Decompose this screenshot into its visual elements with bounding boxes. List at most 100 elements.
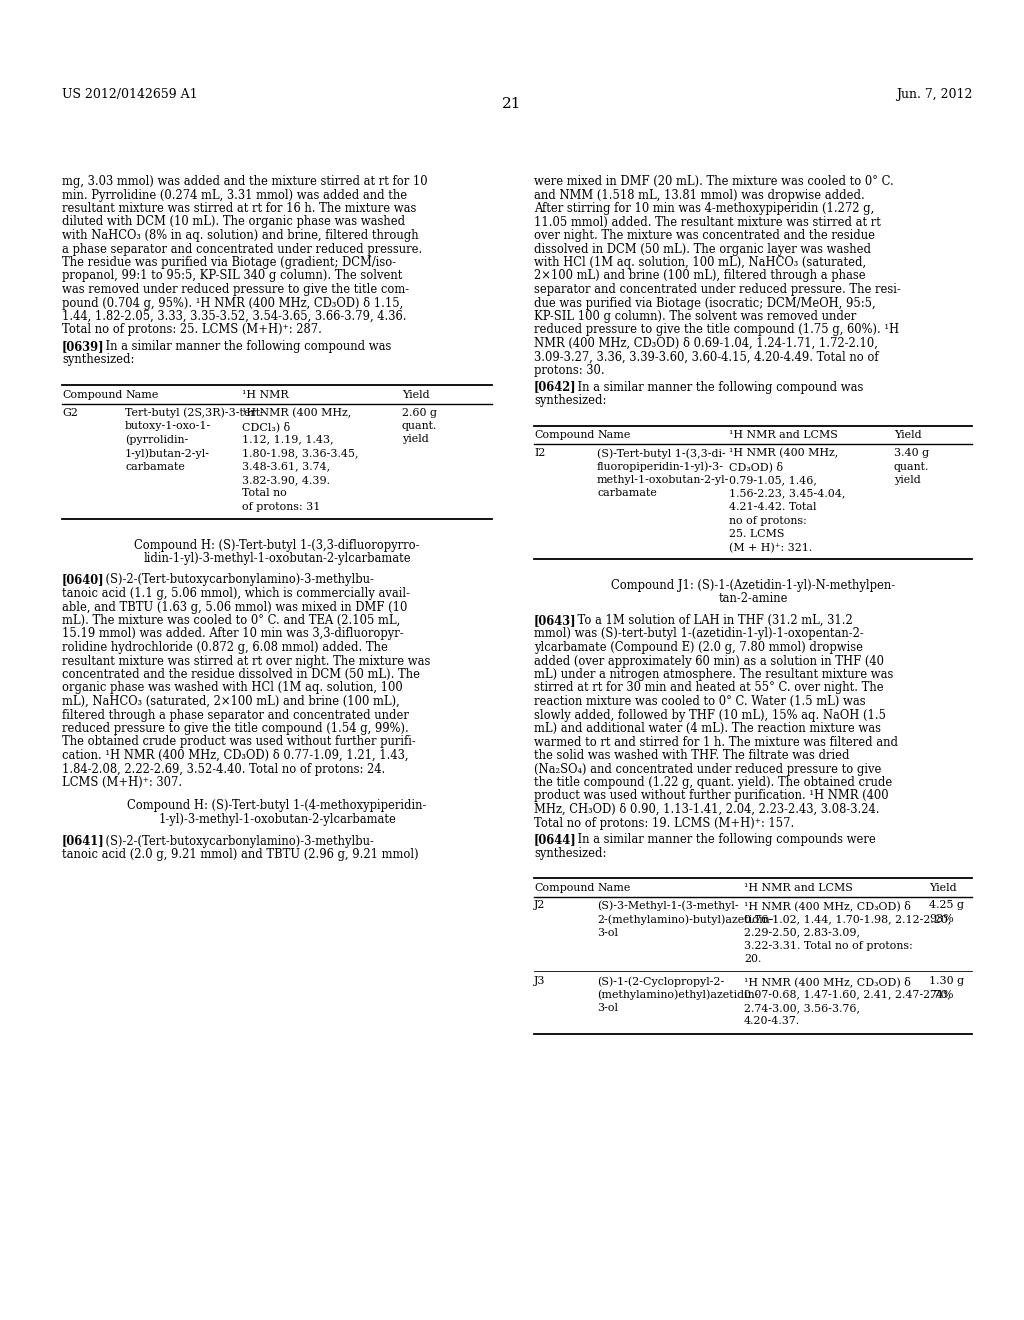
Text: was removed under reduced pressure to give the title com-: was removed under reduced pressure to gi… — [62, 282, 410, 296]
Text: a phase separator and concentrated under reduced pressure.: a phase separator and concentrated under… — [62, 243, 422, 256]
Text: Yield: Yield — [929, 883, 956, 894]
Text: warmed to rt and stirred for 1 h. The mixture was filtered and: warmed to rt and stirred for 1 h. The mi… — [534, 735, 898, 748]
Text: 2.74-3.00, 3.56-3.76,: 2.74-3.00, 3.56-3.76, — [744, 1003, 860, 1012]
Text: [0643]: [0643] — [534, 614, 577, 627]
Text: Compound H: (S)-Tert-butyl 1-(3,3-difluoropyrro-: Compound H: (S)-Tert-butyl 1-(3,3-difluo… — [134, 539, 420, 552]
Text: over night. The mixture was concentrated and the residue: over night. The mixture was concentrated… — [534, 228, 874, 242]
Text: ¹H NMR and LCMS: ¹H NMR and LCMS — [744, 883, 853, 894]
Text: 74%: 74% — [929, 990, 953, 999]
Text: 3.48-3.61, 3.74,: 3.48-3.61, 3.74, — [242, 462, 330, 471]
Text: stirred at rt for 30 min and heated at 55° C. over night. The: stirred at rt for 30 min and heated at 5… — [534, 681, 884, 694]
Text: 0.76-1.02, 1.44, 1.70-1.98, 2.12-2.20,: 0.76-1.02, 1.44, 1.70-1.98, 2.12-2.20, — [744, 913, 951, 924]
Text: (S)-Tert-butyl 1-(3,3-di-: (S)-Tert-butyl 1-(3,3-di- — [597, 447, 726, 458]
Text: 3.09-3.27, 3.36, 3.39-3.60, 3.60-4.15, 4.20-4.49. Total no of: 3.09-3.27, 3.36, 3.39-3.60, 3.60-4.15, 4… — [534, 351, 879, 363]
Text: ¹H NMR (400 MHz, CD₃OD) δ: ¹H NMR (400 MHz, CD₃OD) δ — [744, 900, 911, 911]
Text: Total no: Total no — [242, 488, 287, 499]
Text: 11.05 mmol) added. The resultant mixture was stirred at rt: 11.05 mmol) added. The resultant mixture… — [534, 215, 881, 228]
Text: no of protons:: no of protons: — [729, 516, 807, 525]
Text: 1.44, 1.82-2.05, 3.33, 3.35-3.52, 3.54-3.65, 3.66-3.79, 4.36.: 1.44, 1.82-2.05, 3.33, 3.35-3.52, 3.54-3… — [62, 310, 407, 323]
Text: [0642]: [0642] — [534, 380, 577, 393]
Text: In a similar manner the following compounds were: In a similar manner the following compou… — [563, 833, 876, 846]
Text: propanol, 99:1 to 95:5, KP-SIL 340 g column). The solvent: propanol, 99:1 to 95:5, KP-SIL 340 g col… — [62, 269, 402, 282]
Text: G2: G2 — [62, 408, 78, 417]
Text: Total no of protons: 19. LCMS (M+H)⁺: 157.: Total no of protons: 19. LCMS (M+H)⁺: 15… — [534, 817, 795, 829]
Text: 4.20-4.37.: 4.20-4.37. — [744, 1016, 800, 1027]
Text: 4.25 g: 4.25 g — [929, 900, 964, 911]
Text: mmol) was (S)-tert-butyl 1-(azetidin-1-yl)-1-oxopentan-2-: mmol) was (S)-tert-butyl 1-(azetidin-1-y… — [534, 627, 864, 640]
Text: due was purified via Biotage (isocratic; DCM/MeOH, 95:5,: due was purified via Biotage (isocratic;… — [534, 297, 876, 309]
Text: J2: J2 — [534, 900, 546, 911]
Text: 1.80-1.98, 3.36-3.45,: 1.80-1.98, 3.36-3.45, — [242, 447, 358, 458]
Text: 25. LCMS: 25. LCMS — [729, 529, 784, 539]
Text: 0.79-1.05, 1.46,: 0.79-1.05, 1.46, — [729, 475, 817, 484]
Text: 3.22-3.31. Total no of protons:: 3.22-3.31. Total no of protons: — [744, 941, 912, 950]
Text: cation. ¹H NMR (400 MHz, CD₃OD) δ 0.77-1.09, 1.21, 1.43,: cation. ¹H NMR (400 MHz, CD₃OD) δ 0.77-1… — [62, 748, 409, 762]
Text: (M + H)⁺: 321.: (M + H)⁺: 321. — [729, 543, 812, 553]
Text: 1.12, 1.19, 1.43,: 1.12, 1.19, 1.43, — [242, 434, 334, 445]
Text: tanoic acid (2.0 g, 9.21 mmol) and TBTU (2.96 g, 9.21 mmol): tanoic acid (2.0 g, 9.21 mmol) and TBTU … — [62, 847, 419, 861]
Text: methyl-1-oxobutan-2-yl-: methyl-1-oxobutan-2-yl- — [597, 475, 729, 484]
Text: 2.29-2.50, 2.83-3.09,: 2.29-2.50, 2.83-3.09, — [744, 928, 860, 937]
Text: (S)-1-(2-Cyclopropyl-2-: (S)-1-(2-Cyclopropyl-2- — [597, 975, 724, 986]
Text: reduced pressure to give the title compound (1.75 g, 60%). ¹H: reduced pressure to give the title compo… — [534, 323, 899, 337]
Text: (S)-2-(Tert-butoxycarbonylamino)-3-methylbu-: (S)-2-(Tert-butoxycarbonylamino)-3-methy… — [91, 573, 374, 586]
Text: Total no of protons: 25. LCMS (M+H)⁺: 287.: Total no of protons: 25. LCMS (M+H)⁺: 28… — [62, 323, 322, 337]
Text: filtered through a phase separator and concentrated under: filtered through a phase separator and c… — [62, 709, 409, 722]
Text: synthesized:: synthesized: — [534, 846, 606, 859]
Text: mL) under a nitrogen atmosphere. The resultant mixture was: mL) under a nitrogen atmosphere. The res… — [534, 668, 893, 681]
Text: ¹H NMR (400 MHz,: ¹H NMR (400 MHz, — [729, 447, 839, 458]
Text: 3-ol: 3-ol — [597, 1003, 618, 1012]
Text: J3: J3 — [534, 975, 546, 986]
Text: CD₃OD) δ: CD₃OD) δ — [729, 462, 783, 473]
Text: yield: yield — [894, 475, 921, 484]
Text: resultant mixture was stirred at rt for 16 h. The mixture was: resultant mixture was stirred at rt for … — [62, 202, 417, 215]
Text: lidin-1-yl)-3-methyl-1-oxobutan-2-ylcarbamate: lidin-1-yl)-3-methyl-1-oxobutan-2-ylcarb… — [143, 552, 411, 565]
Text: able, and TBTU (1.63 g, 5.06 mmol) was mixed in DMF (10: able, and TBTU (1.63 g, 5.06 mmol) was m… — [62, 601, 408, 614]
Text: Name: Name — [597, 430, 631, 441]
Text: fluoropiperidin-1-yl)-3-: fluoropiperidin-1-yl)-3- — [597, 462, 724, 473]
Text: Compound: Compound — [534, 883, 594, 894]
Text: slowly added, followed by THF (10 mL), 15% aq. NaOH (1.5: slowly added, followed by THF (10 mL), 1… — [534, 709, 886, 722]
Text: (S)-3-Methyl-1-(3-methyl-: (S)-3-Methyl-1-(3-methyl- — [597, 900, 738, 911]
Text: mL). The mixture was cooled to 0° C. and TEA (2.105 mL,: mL). The mixture was cooled to 0° C. and… — [62, 614, 400, 627]
Text: 1-yl)-3-methyl-1-oxobutan-2-ylcarbamate: 1-yl)-3-methyl-1-oxobutan-2-ylcarbamate — [158, 813, 396, 826]
Text: In a similar manner the following compound was: In a similar manner the following compou… — [563, 380, 863, 393]
Text: mL) and additional water (4 mL). The reaction mixture was: mL) and additional water (4 mL). The rea… — [534, 722, 881, 735]
Text: dissolved in DCM (50 mL). The organic layer was washed: dissolved in DCM (50 mL). The organic la… — [534, 243, 871, 256]
Text: In a similar manner the following compound was: In a similar manner the following compou… — [91, 341, 391, 352]
Text: rolidine hydrochloride (0.872 g, 6.08 mmol) added. The: rolidine hydrochloride (0.872 g, 6.08 mm… — [62, 642, 388, 653]
Text: [0644]: [0644] — [534, 833, 577, 846]
Text: concentrated and the residue dissolved in DCM (50 mL). The: concentrated and the residue dissolved i… — [62, 668, 420, 681]
Text: were mixed in DMF (20 mL). The mixture was cooled to 0° C.: were mixed in DMF (20 mL). The mixture w… — [534, 176, 894, 187]
Text: carbamate: carbamate — [125, 462, 185, 471]
Text: 0.07-0.68, 1.47-1.60, 2.41, 2.47-2.70,: 0.07-0.68, 1.47-1.60, 2.41, 2.47-2.70, — [744, 990, 951, 999]
Text: Compound: Compound — [62, 389, 123, 400]
Text: US 2012/0142659 A1: US 2012/0142659 A1 — [62, 88, 198, 102]
Text: [0639]: [0639] — [62, 341, 104, 352]
Text: mg, 3.03 mmol) was added and the mixture stirred at rt for 10: mg, 3.03 mmol) was added and the mixture… — [62, 176, 428, 187]
Text: and NMM (1.518 mL, 13.81 mmol) was dropwise added.: and NMM (1.518 mL, 13.81 mmol) was dropw… — [534, 189, 864, 202]
Text: ylcarbamate (Compound E) (2.0 g, 7.80 mmol) dropwise: ylcarbamate (Compound E) (2.0 g, 7.80 mm… — [534, 642, 863, 653]
Text: The obtained crude product was used without further purifi-: The obtained crude product was used with… — [62, 735, 416, 748]
Text: 4.21-4.42. Total: 4.21-4.42. Total — [729, 502, 816, 512]
Text: ¹H NMR (400 MHz, CD₃OD) δ: ¹H NMR (400 MHz, CD₃OD) δ — [744, 975, 911, 987]
Text: ¹H NMR and LCMS: ¹H NMR and LCMS — [729, 430, 838, 441]
Text: LCMS (M+H)⁺: 307.: LCMS (M+H)⁺: 307. — [62, 776, 182, 789]
Text: ¹H NMR: ¹H NMR — [242, 389, 289, 400]
Text: with NaHCO₃ (8% in aq. solution) and brine, filtered through: with NaHCO₃ (8% in aq. solution) and bri… — [62, 228, 419, 242]
Text: 1.56-2.23, 3.45-4.04,: 1.56-2.23, 3.45-4.04, — [729, 488, 846, 499]
Text: product was used without further purification. ¹H NMR (400: product was used without further purific… — [534, 789, 889, 803]
Text: 2×100 mL) and brine (100 mL), filtered through a phase: 2×100 mL) and brine (100 mL), filtered t… — [534, 269, 865, 282]
Text: KP-SIL 100 g column). The solvent was removed under: KP-SIL 100 g column). The solvent was re… — [534, 310, 856, 323]
Text: quant.: quant. — [402, 421, 437, 432]
Text: 3.40 g: 3.40 g — [894, 447, 929, 458]
Text: added (over approximately 60 min) as a solution in THF (40: added (over approximately 60 min) as a s… — [534, 655, 884, 668]
Text: 20.: 20. — [744, 954, 762, 965]
Text: 1.84-2.08, 2.22-2.69, 3.52-4.40. Total no of protons: 24.: 1.84-2.08, 2.22-2.69, 3.52-4.40. Total n… — [62, 763, 385, 776]
Text: (Na₂SO₄) and concentrated under reduced pressure to give: (Na₂SO₄) and concentrated under reduced … — [534, 763, 882, 776]
Text: (S)-2-(Tert-butoxycarbonylamino)-3-methylbu-: (S)-2-(Tert-butoxycarbonylamino)-3-methy… — [91, 834, 374, 847]
Text: resultant mixture was stirred at rt over night. The mixture was: resultant mixture was stirred at rt over… — [62, 655, 430, 668]
Text: synthesized:: synthesized: — [62, 354, 134, 367]
Text: 1-yl)butan-2-yl-: 1-yl)butan-2-yl- — [125, 447, 210, 458]
Text: 93%: 93% — [929, 913, 953, 924]
